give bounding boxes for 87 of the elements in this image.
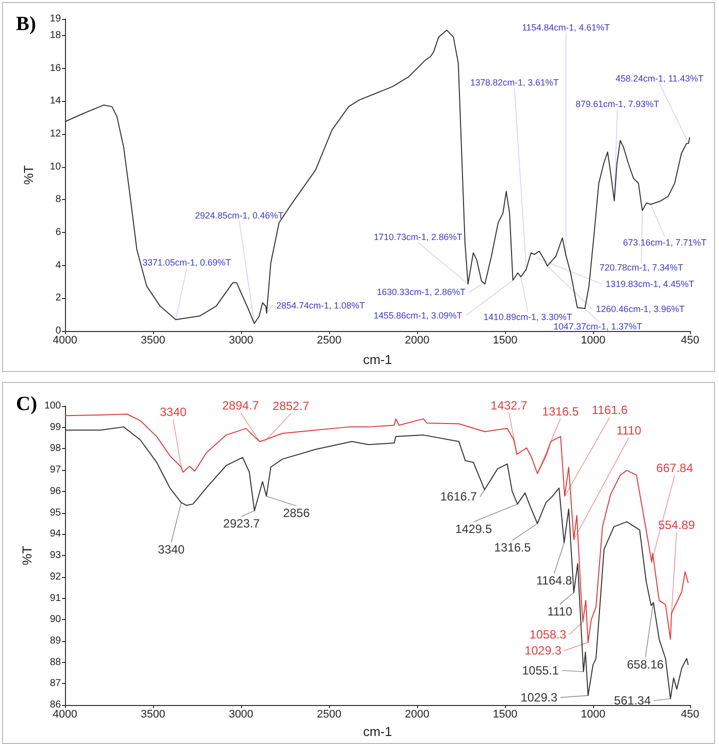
annotation: 1630.33cm-1, 2.86%T [376, 287, 466, 298]
annotation: 1455.86cm-1, 3.09%T [374, 310, 463, 320]
y-tick-label: 96 [50, 486, 62, 497]
y-tick-label: 89 [50, 636, 62, 647]
y-tick-label: 99 [50, 422, 62, 433]
annotation: 1164.8 [536, 574, 572, 588]
annotation: 1029.3 [524, 644, 562, 658]
annotation: 1058.3 [530, 628, 567, 642]
annotation: 1378.82cm-1, 3.61%T [470, 78, 560, 88]
annotation: 2923.7 [223, 516, 260, 531]
y-tick-label: 97 [50, 464, 62, 476]
y-tick-label: 18 [50, 30, 62, 41]
x-tick-label: 1500 [492, 708, 518, 721]
y-tick-label: 2 [55, 292, 62, 304]
annotation: 1161.6 [592, 403, 628, 418]
y-axis-title: %T [21, 165, 36, 185]
annotation: 1055.1 [522, 664, 560, 678]
y-tick-label: 88 [50, 656, 62, 668]
annotation: 879.61cm-1, 7.93%T [576, 98, 660, 109]
y-tick-label: 6 [55, 226, 62, 238]
x-tick-label: 1000 [580, 334, 606, 346]
x-tick-label: 2500 [316, 708, 342, 721]
x-tick-label: 4000 [52, 334, 78, 346]
annotation: 1710.73cm-1, 2.86%T [374, 232, 463, 242]
x-tick-label: 3500 [140, 708, 166, 721]
annotation: 3340 [158, 542, 185, 557]
y-axis-title: %T [19, 546, 34, 566]
x-axis-title: cm-1 [363, 352, 392, 367]
annotation: 1616.7 [440, 490, 478, 504]
annotation: 3371.05cm-1, 0.69%T [142, 258, 232, 268]
annotation: 667.84 [656, 460, 694, 475]
x-tick-label: 1000 [580, 708, 606, 721]
annotation: 1110 [547, 604, 573, 619]
x-tick-label: 4000 [52, 708, 78, 721]
annotation: 1047.37cm-1, 1.37%T [554, 322, 643, 332]
annotation: 720.78cm-1, 7.34%T [600, 262, 684, 272]
annotation: 1316.5 [542, 404, 580, 419]
annotation: 458.24cm-1, 11.43%T [616, 73, 704, 84]
annotation: 561.34 [614, 694, 652, 708]
annotation: 1319.83cm-1, 4.45%T [606, 278, 695, 289]
y-tick-label: 93 [50, 550, 62, 562]
y-tick-label: 98 [50, 443, 62, 454]
y-tick-label: 4 [55, 260, 62, 271]
x-tick-label: 3000 [228, 708, 254, 721]
annotation: 2894.7 [222, 398, 260, 412]
annotation: 554.89 [658, 518, 696, 532]
annotation: 2852.7 [272, 399, 310, 414]
x-axis-title: cm-1 [363, 724, 392, 739]
y-tick-label: 92 [50, 571, 62, 582]
x-tick-label: 2000 [404, 708, 430, 721]
annotation: 1260.46cm-1, 3.96%T [596, 304, 686, 314]
y-tick-label: 91 [50, 592, 62, 604]
annotation: 1316.5 [494, 540, 532, 555]
annotation: 658.16 [627, 658, 664, 672]
annotation: 1029.3 [520, 690, 558, 704]
annotation: 1410.89cm-1, 3.30%T [484, 312, 573, 322]
x-tick-label: 450 [680, 334, 700, 346]
x-tick-label: 3500 [140, 334, 166, 346]
annotation: 1154.84cm-1, 4.61%T [522, 22, 610, 32]
x-tick-label: 2500 [316, 334, 342, 346]
annotation: 2924.85cm-1, 0.46%T [195, 210, 284, 220]
x-tick-label: 2000 [404, 334, 430, 346]
y-tick-label: 19 [50, 14, 62, 24]
y-tick-label: 0 [55, 326, 62, 336]
y-tick-label: 8 [55, 194, 62, 206]
y-tick-label: 87 [50, 678, 62, 690]
annotation: 2856 [283, 506, 310, 520]
x-tick-label: 3000 [228, 334, 254, 346]
y-tick-label: 14 [50, 96, 62, 107]
x-tick-label: 1500 [492, 334, 518, 346]
y-tick-label: 94 [50, 528, 62, 540]
y-tick-label: 100 [44, 400, 62, 412]
annotation: 1429.5 [455, 522, 492, 536]
y-tick-label: 95 [50, 507, 62, 518]
y-tick-label: 10 [50, 161, 62, 172]
chart-title: B) [16, 13, 36, 35]
y-tick-label: 16 [50, 62, 62, 74]
annotation: 1110 [616, 424, 642, 438]
y-tick-label: 86 [50, 700, 62, 711]
y-tick-label: 90 [50, 614, 62, 626]
annotation: 2854.74cm-1, 1.08%T [276, 300, 366, 310]
chart-title: C) [16, 393, 38, 415]
annotation: 3340 [160, 405, 187, 420]
x-tick-label: 450 [680, 708, 700, 721]
annotation: 673.16cm-1, 7.71%T [622, 237, 707, 248]
annotation: 1432.7 [490, 398, 528, 412]
y-tick-label: 12 [50, 128, 62, 140]
